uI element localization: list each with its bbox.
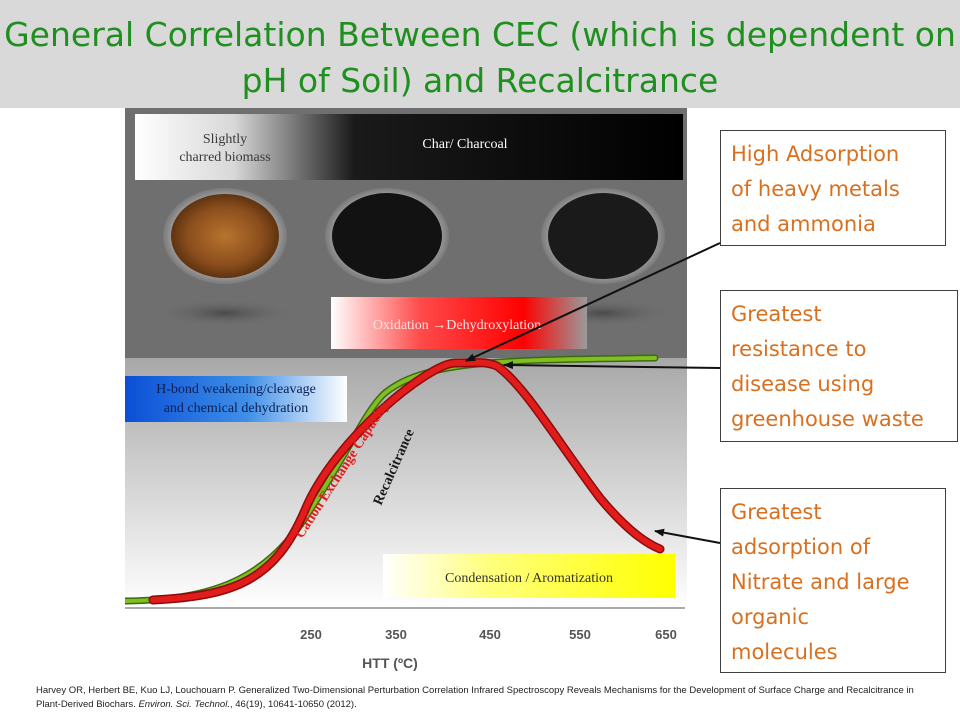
callout-line: Greatest [731, 302, 822, 326]
callout-nitrate-adsorption: Greatest adsorption of Nitrate and large… [720, 488, 946, 673]
x-axis-ticks: 250 350 450 550 650 [300, 627, 677, 642]
x-tick-label: 350 [385, 627, 407, 642]
slightly-charred-label-2: charred biomass [179, 150, 270, 165]
callout-line: of heavy metals [731, 177, 900, 201]
axis-area [125, 608, 687, 678]
x-axis-title: HTT (ºC) [362, 655, 418, 671]
hbond-band [125, 376, 347, 422]
citation-volume: , 46(19), 10641-10650 (2012). [229, 699, 357, 710]
callout-line: and ammonia [731, 212, 876, 236]
condensation-band [383, 554, 675, 598]
x-tick-label: 550 [569, 627, 591, 642]
callout-line: Nitrate and large [731, 570, 910, 594]
figure-panel: Slightly charred biomass Char/ Charcoal … [125, 108, 687, 678]
slightly-charred-label-1: Slightly [203, 132, 247, 147]
callout-line: organic [731, 605, 810, 629]
hbond-label-1: H-bond weakening/cleavage [156, 382, 316, 397]
citation: Harvey OR, Herbert BE, Kuo LJ, Louchouar… [36, 684, 936, 712]
x-tick-label: 450 [479, 627, 501, 642]
callout-line: molecules [731, 640, 838, 664]
callout-line: adsorption of [731, 535, 871, 559]
title-bar: General Correlation Between CEC (which i… [0, 0, 960, 108]
oxidation-label: Oxidation →Dehydroxylation [373, 318, 541, 333]
figure-svg: Slightly charred biomass Char/ Charcoal … [125, 114, 687, 678]
slide-title: General Correlation Between CEC (which i… [4, 15, 956, 100]
callout-line: disease using [731, 372, 875, 396]
callout-heavy-metals: High Adsorption of heavy metals and ammo… [720, 130, 946, 246]
cec-curve [150, 359, 663, 603]
citation-authors-title: Harvey OR, Herbert BE, Kuo LJ, Louchouar… [36, 685, 914, 710]
x-tick-label: 250 [300, 627, 322, 642]
callout-line: resistance to [731, 337, 867, 361]
hbond-label-2: and chemical dehydration [164, 401, 309, 416]
biomass-sample-photo [155, 188, 295, 327]
condensation-label: Condensation / Aromatization [445, 571, 613, 586]
char-gradient-band [135, 114, 683, 180]
citation-journal: Environ. Sci. Technol. [138, 699, 230, 710]
x-tick-label: 650 [655, 627, 677, 642]
callout-line: greenhouse waste [731, 407, 924, 431]
callout-line: Greatest [731, 500, 822, 524]
char-charcoal-label: Char/ Charcoal [422, 137, 507, 152]
callout-line: High Adsorption [731, 142, 900, 166]
callout-disease-resistance: Greatest resistance to disease using gre… [720, 290, 958, 442]
